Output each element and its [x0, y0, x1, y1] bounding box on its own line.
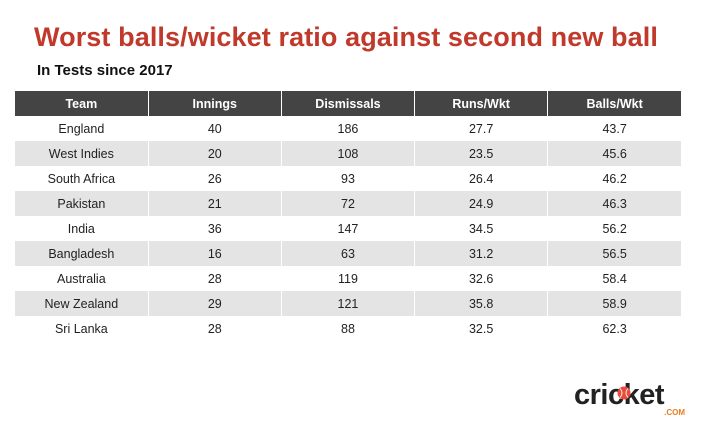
- column-header-balls-wkt: Balls/Wkt: [547, 91, 681, 116]
- table-cell-innings: 20: [147, 141, 282, 166]
- table-cell-innings: 28: [147, 266, 282, 291]
- table-cell-dismissals: 121: [280, 291, 415, 316]
- table-cell-runs-wkt: 24.9: [414, 191, 548, 216]
- table-cell-innings: 40: [147, 116, 282, 141]
- table-cell-balls-wkt: 45.6: [547, 141, 681, 166]
- table-row: West Indies 20 108 23.5 45.6: [15, 141, 681, 166]
- table-cell-innings: 16: [147, 241, 282, 266]
- stats-table: Team Innings Dismissals Runs/Wkt Balls/Wkt E…: [15, 91, 681, 341]
- table-cell-runs-wkt: 31.2: [414, 241, 548, 266]
- table-row: New Zealand 29 121 35.8 58.9: [15, 291, 681, 316]
- table-cell-innings: 36: [147, 216, 282, 241]
- table-cell-innings: 26: [147, 166, 282, 191]
- table-cell-dismissals: 63: [280, 241, 415, 266]
- table-cell-runs-wkt: 32.5: [414, 316, 548, 341]
- table-cell-runs-wkt: 34.5: [414, 216, 548, 241]
- chart-title: Worst balls/wicket ratio against second …: [34, 22, 658, 52]
- table-cell-team: South Africa: [15, 166, 149, 191]
- table-cell-balls-wkt: 56.5: [547, 241, 681, 266]
- table-cell-runs-wkt: 35.8: [414, 291, 548, 316]
- table-cell-runs-wkt: 32.6: [414, 266, 548, 291]
- table-row: England 40 186 27.7 43.7: [15, 116, 681, 141]
- table-cell-team: Bangladesh: [15, 241, 149, 266]
- table-row: Sri Lanka 28 88 32.5 62.3: [15, 316, 681, 341]
- logo-suffix: .COM: [664, 408, 685, 417]
- table-cell-dismissals: 147: [280, 216, 415, 241]
- table-cell-balls-wkt: 46.2: [547, 166, 681, 191]
- table-cell-balls-wkt: 62.3: [547, 316, 681, 341]
- table-cell-dismissals: 108: [280, 141, 415, 166]
- table-cell-innings: 21: [147, 191, 282, 216]
- table-cell-innings: 28: [147, 316, 282, 341]
- table-row: India 36 147 34.5 56.2: [15, 216, 681, 241]
- table-cell-balls-wkt: 46.3: [547, 191, 681, 216]
- chart-subtitle: In Tests since 2017: [37, 62, 173, 79]
- table-cell-innings: 29: [147, 291, 282, 316]
- table-cell-team: New Zealand: [15, 291, 149, 316]
- table-cell-dismissals: 119: [280, 266, 415, 291]
- table-cell-balls-wkt: 43.7: [547, 116, 681, 141]
- column-header-team: Team: [15, 91, 149, 116]
- cricket-com-logo: cricket .COM: [574, 380, 689, 420]
- table-cell-dismissals: 72: [280, 191, 415, 216]
- table-cell-balls-wkt: 58.9: [547, 291, 681, 316]
- table-cell-team: Sri Lanka: [15, 316, 149, 341]
- table-cell-balls-wkt: 58.4: [547, 266, 681, 291]
- table-cell-dismissals: 88: [280, 316, 415, 341]
- column-header-innings: Innings: [147, 91, 282, 116]
- table-cell-dismissals: 93: [280, 166, 415, 191]
- table-row: Pakistan 21 72 24.9 46.3: [15, 191, 681, 216]
- table-cell-runs-wkt: 27.7: [414, 116, 548, 141]
- table-row: South Africa 26 93 26.4 46.2: [15, 166, 681, 191]
- table-cell-team: West Indies: [15, 141, 149, 166]
- table-cell-balls-wkt: 56.2: [547, 216, 681, 241]
- header-row: Team Innings Dismissals Runs/Wkt Balls/Wkt: [15, 91, 681, 116]
- table-cell-team: Pakistan: [15, 191, 149, 216]
- column-header-runs-wkt: Runs/Wkt: [414, 91, 548, 116]
- column-header-dismissals: Dismissals: [280, 91, 415, 116]
- table-cell-runs-wkt: 23.5: [414, 141, 548, 166]
- table-cell-team: India: [15, 216, 149, 241]
- table-cell-dismissals: 186: [280, 116, 415, 141]
- cricket-ball-icon: [617, 386, 631, 400]
- table-row: Bangladesh 16 63 31.2 56.5: [15, 241, 681, 266]
- table-body: England 40 186 27.7 43.7 West Indies 20 108 23.5…: [15, 116, 681, 341]
- table-cell-team: Australia: [15, 266, 149, 291]
- table-row: Australia 28 119 32.6 58.4: [15, 266, 681, 291]
- table-cell-team: England: [15, 116, 149, 141]
- table-cell-runs-wkt: 26.4: [414, 166, 548, 191]
